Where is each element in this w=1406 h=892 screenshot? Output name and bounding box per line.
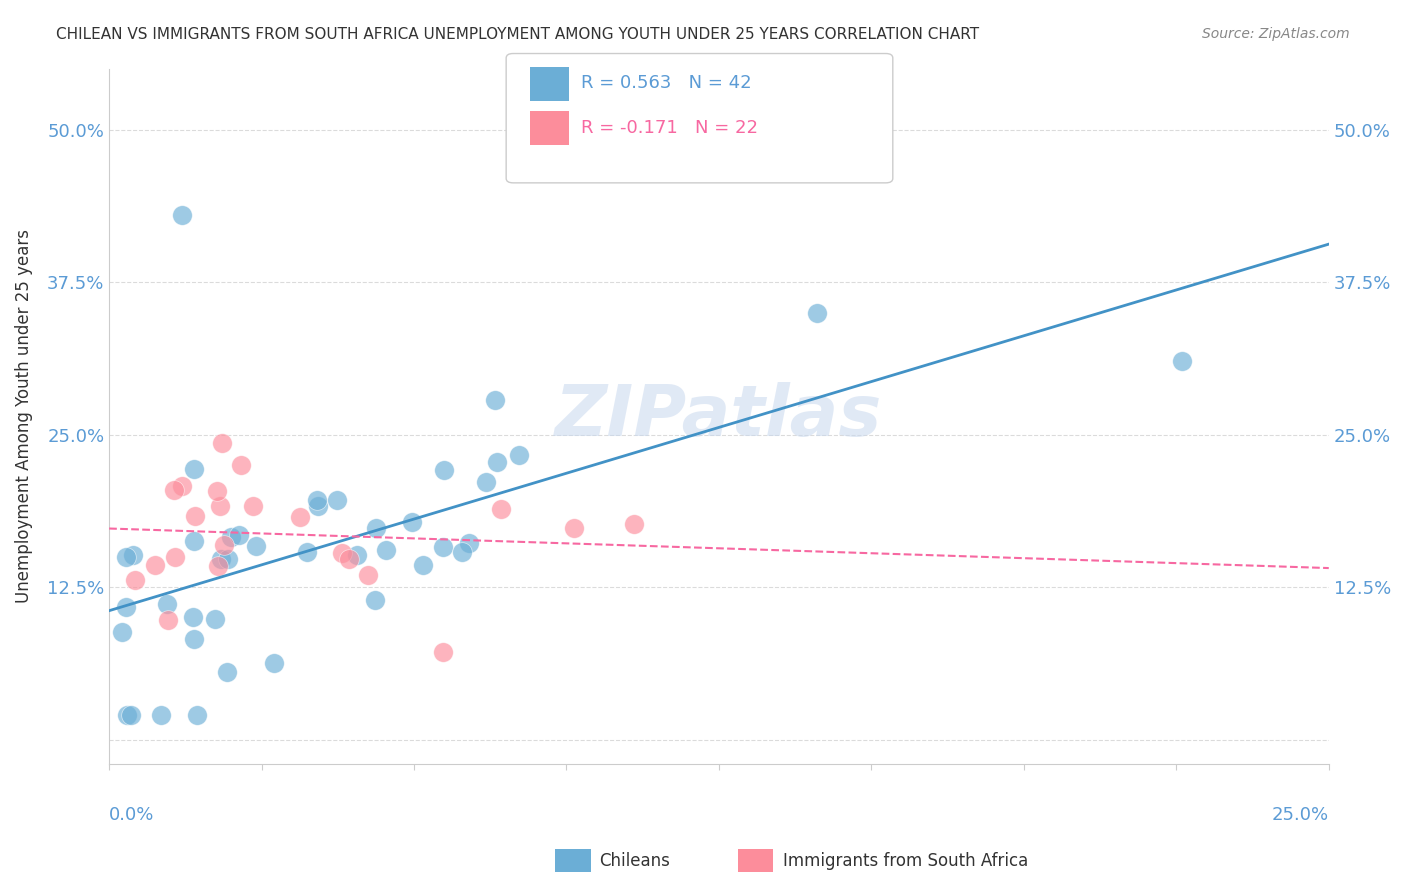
Point <box>475 475 498 489</box>
Point <box>263 657 285 671</box>
Point <box>124 573 146 587</box>
Point <box>489 502 512 516</box>
Point <box>170 479 193 493</box>
Point <box>207 558 229 573</box>
Point <box>217 551 239 566</box>
Point <box>450 545 472 559</box>
Point <box>374 542 396 557</box>
Text: CHILEAN VS IMMIGRANTS FROM SOUTH AFRICA UNEMPLOYMENT AMONG YOUTH UNDER 25 YEARS : CHILEAN VS IMMIGRANTS FROM SOUTH AFRICA … <box>56 27 980 42</box>
Point <box>143 558 166 573</box>
Text: 0.0%: 0.0% <box>110 806 155 824</box>
Point <box>364 521 387 535</box>
Point <box>183 533 205 548</box>
Point <box>209 552 232 566</box>
Point <box>229 458 252 472</box>
Point <box>242 500 264 514</box>
Point <box>181 610 204 624</box>
Point <box>484 392 506 407</box>
Point <box>401 516 423 530</box>
Point <box>172 208 194 222</box>
Point <box>245 539 267 553</box>
Point <box>157 613 180 627</box>
Point <box>183 462 205 476</box>
Point <box>458 535 481 549</box>
Text: Chileans: Chileans <box>599 852 669 870</box>
Point <box>228 528 250 542</box>
Text: 25.0%: 25.0% <box>1271 806 1329 824</box>
Y-axis label: Unemployment Among Youth under 25 years: Unemployment Among Youth under 25 years <box>15 229 32 603</box>
Point <box>806 305 828 319</box>
Point <box>432 645 454 659</box>
Point <box>1171 354 1194 368</box>
Point <box>356 567 378 582</box>
Point <box>305 493 328 508</box>
Point <box>211 436 233 450</box>
Point <box>412 558 434 573</box>
Point <box>486 455 509 469</box>
Point <box>307 499 329 513</box>
Point <box>326 493 349 508</box>
Point <box>111 625 134 640</box>
Point <box>337 552 360 566</box>
Point <box>508 448 530 462</box>
Point <box>346 548 368 562</box>
Point <box>623 516 645 531</box>
Text: R = 0.563   N = 42: R = 0.563 N = 42 <box>581 74 751 92</box>
Point <box>288 510 311 524</box>
Point <box>183 632 205 646</box>
Point <box>115 600 138 615</box>
Point <box>115 550 138 565</box>
Point <box>120 708 142 723</box>
Point <box>562 520 585 534</box>
Point <box>209 499 232 513</box>
Point <box>432 540 454 554</box>
Point <box>122 548 145 562</box>
Point <box>214 538 236 552</box>
Point <box>184 509 207 524</box>
Point <box>432 463 454 477</box>
Point <box>297 545 319 559</box>
Text: Source: ZipAtlas.com: Source: ZipAtlas.com <box>1202 27 1350 41</box>
Point <box>115 708 138 723</box>
Point <box>163 483 186 497</box>
Point <box>219 530 242 544</box>
Text: R = -0.171   N = 22: R = -0.171 N = 22 <box>581 119 758 136</box>
Text: Immigrants from South Africa: Immigrants from South Africa <box>783 852 1028 870</box>
Point <box>364 593 387 607</box>
Point <box>204 612 226 626</box>
Point <box>186 708 208 723</box>
Text: ZIPatlas: ZIPatlas <box>555 382 883 450</box>
Point <box>163 550 186 565</box>
Point <box>217 665 239 679</box>
Point <box>156 597 179 611</box>
Point <box>330 546 353 560</box>
Point <box>149 708 172 723</box>
Point <box>205 483 228 498</box>
